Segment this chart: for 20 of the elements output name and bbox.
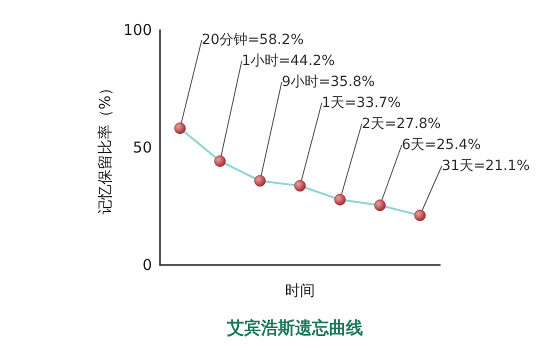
text: 艾宾浩斯遗忘曲线: [226, 318, 363, 338]
point: [334, 194, 346, 206]
data-label: 20分钟=58.2%: [202, 32, 304, 48]
y-axis-title: 记忆保留比率（%）: [96, 80, 114, 215]
data-label: 9小时=35.8%: [282, 74, 375, 90]
data-label: 1天=33.7%: [322, 95, 401, 111]
y-tick-label: 100: [123, 21, 152, 39]
point: [414, 210, 426, 222]
point: [214, 155, 226, 167]
data-label: 31天=21.1%: [442, 158, 530, 174]
y-tick-label: 50: [132, 138, 152, 156]
data-label: 1小时=44.2%: [242, 53, 335, 69]
point: [174, 122, 186, 134]
x-axis-title: 时间: [285, 282, 315, 300]
y-tick-label: 0: [142, 256, 152, 274]
point: [254, 175, 266, 187]
point: [294, 180, 306, 192]
data-label: 6天=25.4%: [402, 137, 481, 153]
point: [374, 200, 386, 212]
data-label: 2天=27.8%: [362, 116, 441, 132]
